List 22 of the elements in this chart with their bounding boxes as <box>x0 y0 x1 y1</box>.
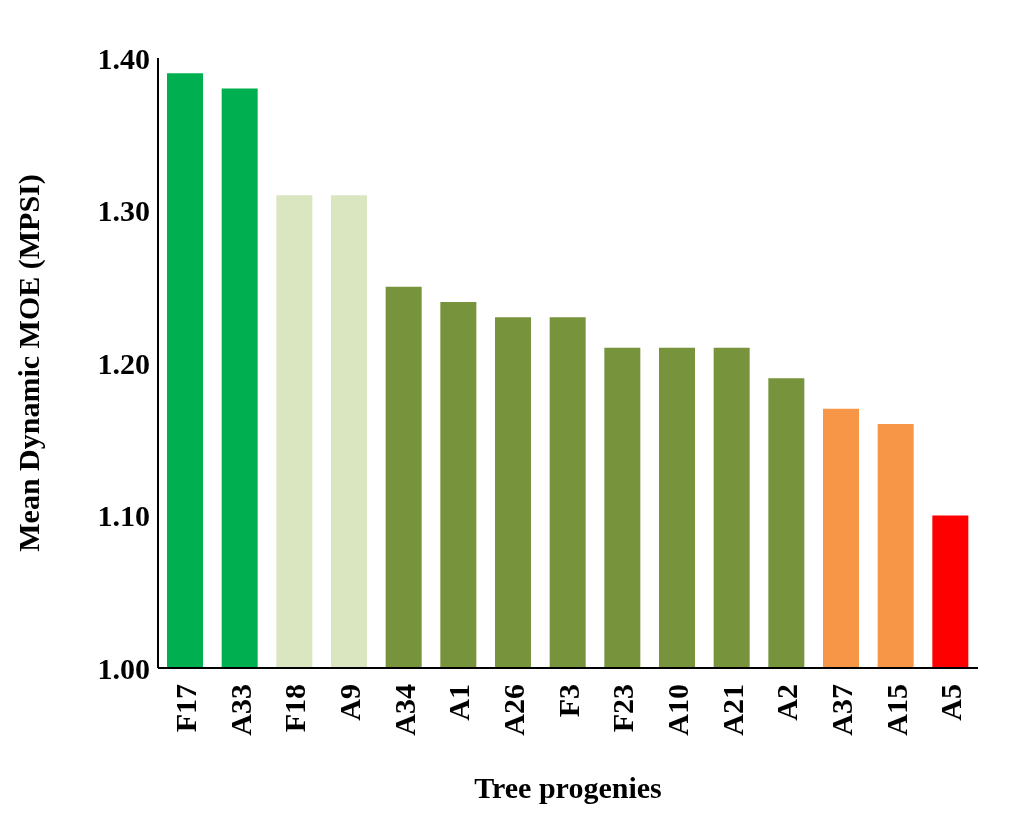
x-tick-label: F23 <box>606 684 640 733</box>
y-tick-label: 1.30 <box>97 194 150 228</box>
x-tick-label: A1 <box>442 684 476 721</box>
x-tick-label: F18 <box>278 684 312 733</box>
x-tick-label: A34 <box>387 684 421 736</box>
x-tick-label: A26 <box>496 684 530 736</box>
x-tick-label: A2 <box>770 684 804 721</box>
x-tick-label: A15 <box>879 684 913 736</box>
x-tick-label: A9 <box>332 684 366 721</box>
x-tick-label: A37 <box>824 684 858 736</box>
x-tick-label: A5 <box>934 684 968 721</box>
x-tick-label: F17 <box>168 684 202 733</box>
y-tick-label: 1.20 <box>97 346 150 380</box>
y-tick-label: 1.10 <box>97 499 150 533</box>
x-tick-label: A21 <box>715 684 749 736</box>
x-tick-label: A33 <box>223 684 257 736</box>
x-axis-title: Tree progenies <box>474 771 662 804</box>
y-tick-label: 1.40 <box>97 41 150 75</box>
x-tick-label: A10 <box>660 684 694 736</box>
y-axis-title: Mean Dynamic MOE (MPSI) <box>11 174 46 552</box>
x-tick-label: F3 <box>551 684 585 718</box>
y-tick-label: 1.00 <box>97 651 150 685</box>
